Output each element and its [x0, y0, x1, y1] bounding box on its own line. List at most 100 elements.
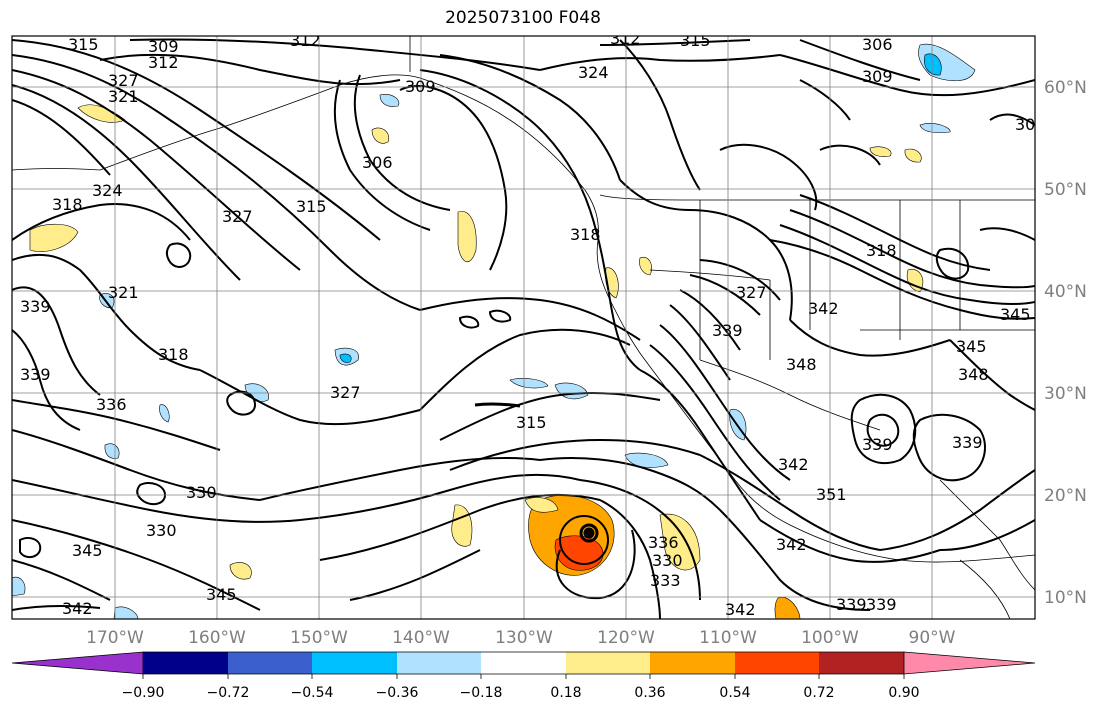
- yellow-shade-1: [524, 497, 559, 513]
- yellow-shade-7: [371, 127, 390, 144]
- colorbar-tick-label: 0.36: [634, 685, 665, 701]
- colorbar-tick-label: 0.54: [719, 685, 750, 701]
- contour-label: 312: [148, 53, 179, 72]
- contour-label: 309: [862, 67, 893, 86]
- contour-label: 315: [68, 35, 99, 54]
- contour-label: 321: [108, 283, 139, 302]
- lon-label: 160°W: [188, 628, 246, 648]
- contour-label: 318: [52, 195, 83, 214]
- contour-label: 324: [578, 63, 609, 82]
- plot-frame: [11, 35, 1036, 620]
- contour-label: 309: [148, 37, 179, 56]
- colorbar-swatch: [143, 652, 228, 674]
- lat-labels: 60°N 50°N 40°N 30°N 20°N 10°N: [1044, 78, 1087, 608]
- contour-label: 312: [290, 31, 321, 50]
- colorbar-tick-label: −0.36: [376, 685, 419, 701]
- contour-label: 330: [186, 483, 217, 502]
- blue-shade-16: [919, 123, 951, 134]
- contour-label: 309: [1015, 115, 1046, 134]
- contour-label: 348: [786, 355, 817, 374]
- blue-shade-13: [113, 606, 139, 619]
- contour-label: 342: [776, 535, 807, 554]
- contour-label: 327: [736, 283, 767, 302]
- contour-label: 336: [96, 395, 127, 414]
- lon-label: 170°W: [86, 628, 144, 648]
- yellow-shade-8: [229, 562, 252, 580]
- blue-shade-8: [624, 452, 669, 468]
- hurricane-center: [555, 515, 636, 600]
- colorbar-tick-label: −0.90: [122, 685, 165, 701]
- contour-label: 339: [836, 595, 867, 614]
- contour-label: 339: [866, 595, 897, 614]
- contour-label: 330: [652, 551, 683, 570]
- colorbar-swatch: [397, 652, 481, 674]
- plot-area: [12, 36, 1035, 619]
- yellow-shade-4: [457, 210, 477, 262]
- contour-label: 342: [778, 455, 809, 474]
- hurricane-shade-inner: [554, 535, 604, 571]
- contour-label: 342: [725, 600, 756, 619]
- contour-label: 318: [866, 241, 897, 260]
- contour-label: 345: [1000, 305, 1031, 324]
- lat-label: 50°N: [1044, 180, 1087, 200]
- colorbar-tick-label: 0.72: [803, 685, 834, 701]
- contour-label: 327: [330, 383, 361, 402]
- blue-shade-11: [104, 443, 120, 459]
- lat-lon-grid: [12, 36, 1035, 619]
- contour-label: 315: [680, 31, 711, 50]
- lon-label: 140°W: [392, 628, 450, 648]
- contour-label: 342: [808, 299, 839, 318]
- colorbar-tick-label: 0.18: [550, 685, 581, 701]
- blue-shade-10: [379, 94, 400, 107]
- lat-label: 60°N: [1044, 78, 1087, 98]
- colorbar-swatch: [481, 652, 566, 674]
- contour-label: 333: [650, 571, 681, 590]
- lon-labels: 170°W 160°W 150°W 140°W 130°W 120°W 110°…: [86, 628, 956, 648]
- contour-label: 315: [296, 197, 327, 216]
- coastlines: [12, 36, 1035, 619]
- colorbar-swatch: [650, 652, 735, 674]
- contour-label: 351: [816, 485, 847, 504]
- colorbar-swatch: [566, 652, 650, 674]
- contour-label: 309: [405, 77, 436, 96]
- contour-label: 318: [570, 225, 601, 244]
- yellow-shade-5: [29, 223, 79, 252]
- contour-label: 339: [952, 433, 983, 452]
- lat-label: 20°N: [1044, 486, 1087, 506]
- colorbar-tick-label: −0.18: [460, 685, 503, 701]
- contour-label: 321: [108, 87, 139, 106]
- contour-label: 324: [92, 181, 123, 200]
- contour-label: 342: [62, 599, 93, 618]
- colorbar-swatch: [735, 652, 819, 674]
- colorbar-swatch: [228, 652, 312, 674]
- contour-label: 339: [20, 365, 51, 384]
- contour-label-group: 315 309 312 312 312 315 306 309 327 321 …: [20, 31, 1046, 619]
- colorbar-swatch: [819, 652, 904, 674]
- lon-label: 90°W: [909, 628, 956, 648]
- colorbar-tick-label: −0.72: [207, 685, 250, 701]
- lat-label: 40°N: [1044, 282, 1087, 302]
- yellow-shade-14: [639, 256, 652, 276]
- blue-shade-14: [12, 576, 26, 597]
- lon-label: 100°W: [801, 628, 859, 648]
- colorbar-arrow-left: [11, 651, 144, 675]
- contour-label: 327: [222, 207, 253, 226]
- lat-label: 30°N: [1044, 384, 1087, 404]
- yellow-shade-3: [659, 513, 701, 571]
- contour-label: 345: [956, 337, 987, 356]
- contour-label: 306: [862, 35, 893, 54]
- colorbar: −0.90 −0.72 −0.54 −0.36 −0.18 0.18 0.36 …: [11, 651, 1036, 701]
- contour-label: 315: [516, 413, 547, 432]
- yellow-shade-9: [774, 597, 801, 619]
- contour-label: 327: [108, 71, 139, 90]
- contour-label: 345: [206, 585, 237, 604]
- contour-label: 348: [958, 365, 989, 384]
- colorbar-tick-label: 0.90: [888, 685, 919, 701]
- blue-shade-12: [159, 404, 170, 423]
- contour-label: 345: [72, 541, 103, 560]
- blue-shade-2: [924, 53, 942, 76]
- contour-label: 339: [862, 435, 893, 454]
- contour-label: 306: [362, 153, 393, 172]
- contour-label: 339: [20, 297, 51, 316]
- colorbar-tick-label: −0.54: [291, 685, 334, 701]
